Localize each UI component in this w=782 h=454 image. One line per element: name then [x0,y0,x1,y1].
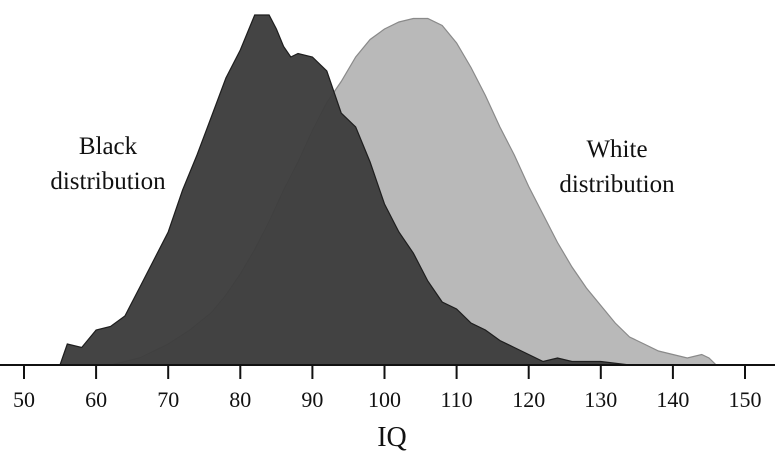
x-tick-label-0: 50 [13,387,35,412]
series-area-1 [59,14,630,366]
x-tick-label-2: 70 [157,387,179,412]
series-label-1-line-0: Black [79,133,138,160]
series-labels: White distribution Black distribution [50,133,675,198]
series-label-0-line-0: White [586,136,647,163]
x-tick-label-3: 80 [229,387,251,412]
x-axis-ticks: 50 60 70 80 90 100 110 120 130 140 150 [13,365,762,412]
series-label-0-line-1: distribution [559,171,675,198]
x-tick-label-9: 140 [656,387,689,412]
x-tick-label-6: 110 [441,387,473,412]
series-label-1-line-1: distribution [50,168,166,195]
x-tick-label-1: 60 [85,387,107,412]
plot-areas [59,14,718,366]
x-tick-label-8: 130 [584,387,617,412]
x-tick-label-5: 100 [368,387,401,412]
x-axis-label: IQ [377,422,407,453]
x-tick-label-7: 120 [512,387,545,412]
x-tick-label-4: 90 [301,387,323,412]
x-tick-label-10: 150 [729,387,762,412]
